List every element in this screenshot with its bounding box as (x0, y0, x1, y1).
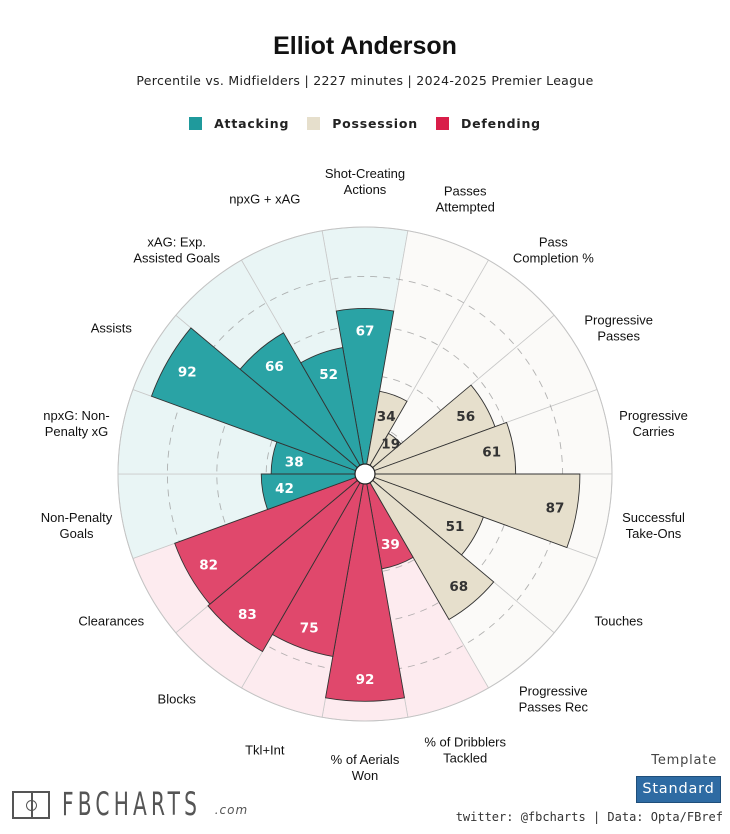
bar-blocks (207, 473, 366, 653)
bar-successful-take-ons (364, 473, 581, 549)
value-label-non-penalty-goals: 42 (275, 481, 294, 497)
bar-non-penalty-goals (260, 473, 366, 511)
value-label-progressive-passes-rec: 68 (449, 579, 468, 595)
category-label-shot-creating-actions: Shot-Creating Actions (325, 166, 405, 197)
value-label-assists: 92 (178, 364, 197, 380)
bars (150, 308, 581, 702)
value-label-clearances: 82 (199, 557, 218, 573)
value-label-pass-completion: 19 (381, 436, 400, 452)
value-label-progressive-passes: 56 (456, 409, 475, 425)
bar-of-aerials-won (325, 473, 405, 702)
legend-swatch-possession (307, 117, 321, 130)
bar-passes-attempted (364, 390, 408, 475)
logo-suffix: .com (214, 803, 249, 817)
category-label-of-dribblers-tackled: % of Dribblers Tackled (424, 734, 506, 765)
legend: Attacking Possession Defending (0, 116, 730, 131)
legend-swatch-attacking (189, 117, 203, 130)
fbcharts-logo[interactable]: FBCHARTS .com (12, 785, 249, 823)
category-label-successful-take-ons: Successful Take-Ons (622, 510, 685, 541)
category-label-tkl-int: Tkl+Int (245, 742, 285, 757)
value-label-xag-exp-assisted-goals: 66 (265, 359, 284, 375)
outer-ring (117, 226, 613, 722)
value-label-touches: 51 (446, 519, 465, 535)
chart-title: Elliot Anderson (273, 32, 457, 60)
bar-shot-creating-actions (335, 308, 395, 475)
category-label-touches: Touches (594, 614, 643, 629)
category-label-passes-attempted: Passes Attempted (436, 184, 495, 215)
legend-label-possession: Possession (332, 116, 418, 131)
pitch-icon (12, 791, 50, 819)
category-label-xag-exp-assisted-goals: xAG: Exp. Assisted Goals (133, 235, 220, 266)
category-label-progressive-passes: Progressive Passes (584, 313, 653, 344)
legend-item-attacking: Attacking (189, 116, 289, 131)
credits-text: twitter: @fbcharts | Data: Opta/FBref (455, 810, 723, 824)
legend-item-possession: Possession (307, 116, 418, 131)
bar-progressive-passes-rec (364, 473, 495, 621)
bar-assists (150, 327, 366, 475)
value-label-shot-creating-actions: 67 (356, 324, 375, 340)
bar-xag-exp-assisted-goals (239, 332, 366, 475)
bar-clearances (174, 473, 366, 605)
value-labels: 67 34 19 56 61 87 51 68 39 92 75 83 82 42 38 92 66 52 (178, 324, 564, 689)
logo-text: FBCHARTS (62, 785, 202, 823)
legend-swatch-defending (435, 117, 449, 130)
category-label-npxg-non-penalty-xg: npxG: Non-Penalty xG (43, 408, 109, 439)
legend-label-attacking: Attacking (214, 116, 290, 131)
category-label-pass-completion: Pass Completion % (513, 235, 594, 266)
category-label-of-aerials-won: % of Aerials Won (331, 752, 400, 783)
center-hole (354, 463, 376, 485)
category-label-clearances: Clearances (78, 614, 144, 629)
category-label-blocks: Blocks (158, 692, 197, 707)
category-labels: Shot-Creating Actions Passes Attempted Pass C… (41, 166, 688, 783)
value-label-of-dribblers-tackled: 39 (381, 537, 400, 553)
category-label-non-penalty-goals: Non-Penalty Goals (41, 510, 113, 541)
category-label-assists: Assists (91, 321, 133, 336)
bar-npxg-xag (300, 346, 366, 475)
category-label-npxg-xag: npxG + xAG (229, 192, 300, 207)
value-label-successful-take-ons: 87 (546, 501, 565, 517)
legend-item-defending: Defending (435, 116, 541, 131)
category-label-progressive-passes-rec: Progressive Passes Rec (519, 684, 589, 715)
value-label-blocks: 83 (238, 607, 257, 623)
chart-subtitle: Percentile vs. Midfielders | 2227 minute… (136, 73, 594, 88)
value-label-npxg-non-penalty-xg: 38 (285, 455, 304, 471)
template-label: Template (651, 753, 717, 768)
value-label-passes-attempted: 34 (377, 409, 396, 425)
value-label-tkl-int: 75 (300, 620, 319, 636)
value-label-progressive-carries: 61 (482, 445, 501, 461)
value-label-npxg-xag: 52 (319, 367, 338, 383)
template-standard-button[interactable]: Standard (636, 776, 721, 803)
legend-label-defending: Defending (460, 116, 541, 131)
value-label-of-aerials-won: 92 (356, 672, 375, 688)
category-label-progressive-carries: Progressive Carries (619, 408, 688, 439)
